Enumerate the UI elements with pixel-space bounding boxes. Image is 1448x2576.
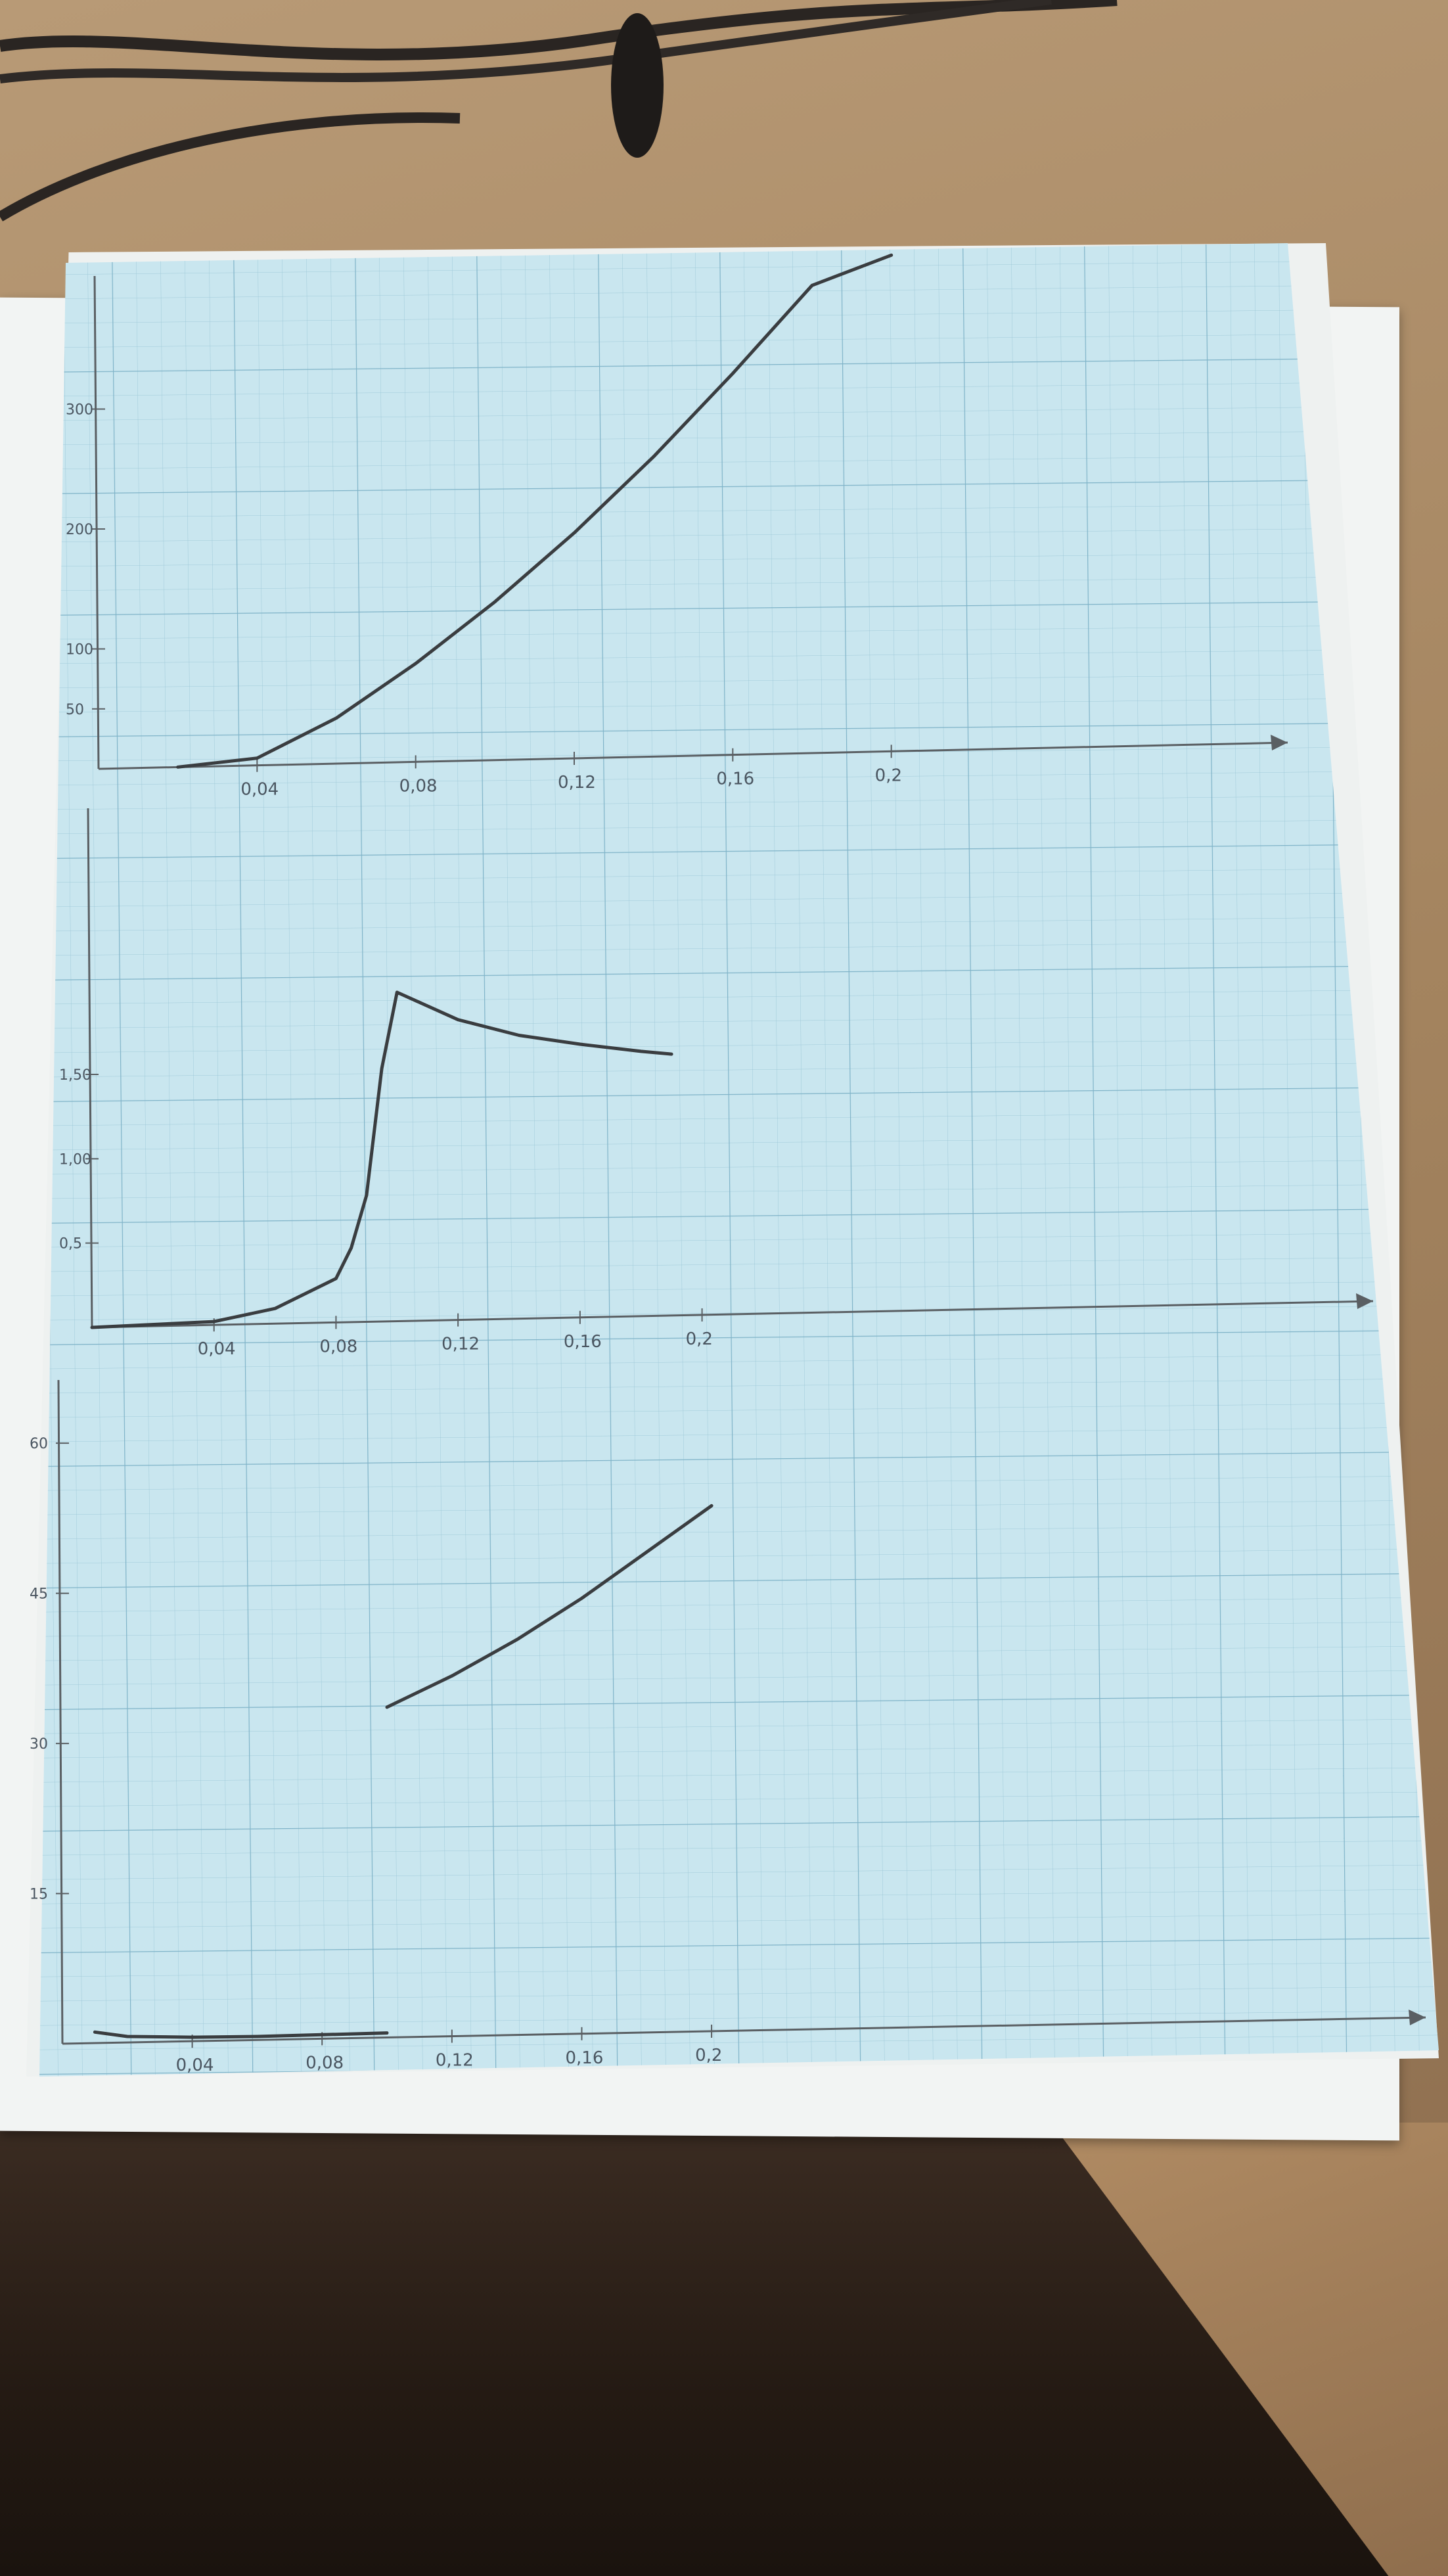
x-axis <box>62 2016 1426 2045</box>
series-2-line <box>385 1504 713 1709</box>
y-tick-label: 30 <box>30 1736 48 1753</box>
chart-1: 0,04 0,08 0,12 0,16 0,2 50 100 200 300 <box>66 253 1288 800</box>
x-tick-label: 0,2 <box>686 1329 713 1349</box>
x-tick-label: 0,2 <box>875 766 902 785</box>
x-tick-label: 0,08 <box>305 2053 344 2073</box>
x-tick-label: 0,2 <box>695 2046 722 2065</box>
x-axis-arrow <box>1271 735 1288 750</box>
x-axis-arrow <box>1409 2010 1426 2025</box>
y-tick-label: 45 <box>30 1586 48 1603</box>
x-tick-label: 0,12 <box>441 1335 480 1354</box>
y-axis <box>93 275 100 770</box>
x-tick-label: 0,04 <box>198 1339 236 1359</box>
y-tick-label: 0,5 <box>59 1236 82 1253</box>
chart-3: 0,04 0,08 0,12 0,16 0,2 15 30 45 60 <box>30 1379 1426 2075</box>
x-tick-label: 0,04 <box>176 2056 214 2075</box>
x-axis <box>98 741 1288 770</box>
x-tick-label: 0,08 <box>319 1337 357 1356</box>
x-axis <box>91 1300 1374 1329</box>
series-1-line <box>90 990 673 1329</box>
x-tick-label: 0,12 <box>558 773 596 793</box>
x-tick-label: 0,16 <box>565 2048 603 2068</box>
x-tick-label: 0,16 <box>564 1332 602 1352</box>
y-tick-label: 300 <box>66 402 93 419</box>
y-tick-label: 60 <box>30 1436 48 1452</box>
x-tick-label: 0,16 <box>716 770 754 789</box>
y-tick-label: 200 <box>66 522 93 538</box>
y-tick-label: 100 <box>66 642 93 658</box>
series-1-line <box>93 2030 389 2039</box>
x-tick-label: 0,12 <box>436 2051 474 2071</box>
y-axis <box>87 808 93 1328</box>
series-1-line <box>176 253 894 769</box>
y-tick-label: 15 <box>30 1887 48 1903</box>
x-axis-arrow <box>1356 1293 1373 1309</box>
y-axis <box>57 1379 64 2044</box>
y-tick-label: 50 <box>66 702 84 718</box>
chart-2: 0,04 0,08 0,12 0,16 0,2 0,5 1,00 1,50 <box>59 808 1374 1359</box>
x-tick-label: 0,04 <box>240 780 279 800</box>
cable <box>0 0 1118 221</box>
y-tick-label: 1,00 <box>59 1151 91 1168</box>
x-tick-label: 0,08 <box>399 776 438 796</box>
y-tick-label: 1,50 <box>59 1067 91 1084</box>
